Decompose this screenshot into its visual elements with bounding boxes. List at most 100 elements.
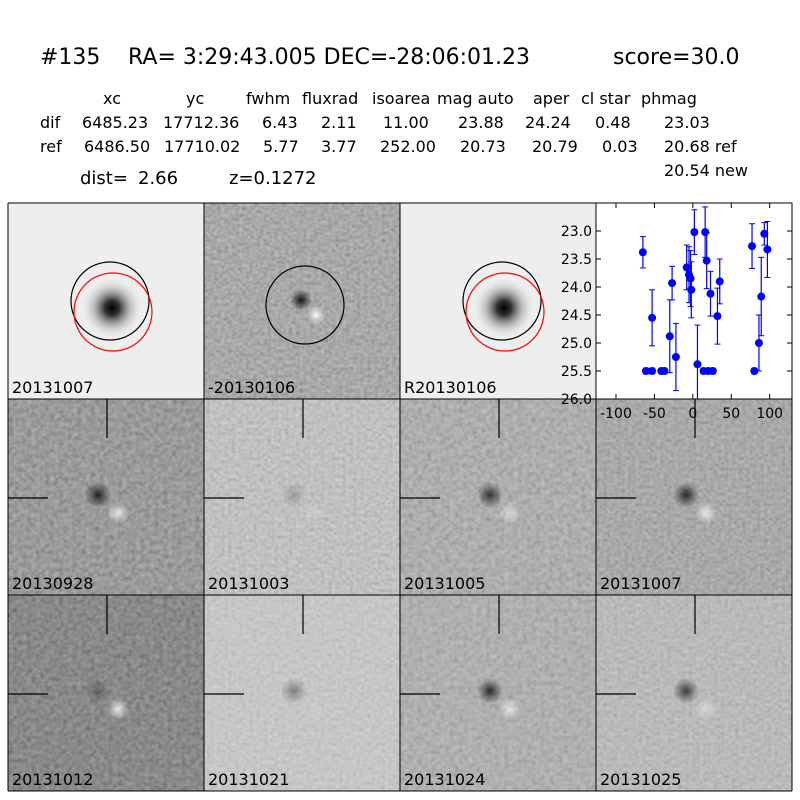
aperture-black bbox=[70, 261, 150, 341]
data-point bbox=[638, 248, 647, 257]
data-point bbox=[690, 228, 699, 237]
data-point bbox=[708, 367, 717, 375]
data-point bbox=[641, 367, 650, 375]
stamp bbox=[204, 399, 400, 595]
phmag-new: 20.54 new bbox=[664, 161, 748, 180]
table-cell: 23.03 bbox=[664, 113, 710, 132]
dark-blob bbox=[290, 289, 312, 311]
stamp-label: R20130106 bbox=[404, 378, 497, 397]
table-cell: 3.77 bbox=[321, 137, 357, 156]
column-header: yc bbox=[186, 89, 204, 108]
table-cell: 20.68 ref bbox=[664, 137, 737, 156]
stamp-label: 20130928 bbox=[12, 574, 93, 593]
data-point bbox=[665, 332, 674, 341]
data-point bbox=[706, 289, 715, 298]
table-cell: 0.03 bbox=[602, 137, 638, 156]
data-point bbox=[687, 285, 696, 294]
data-point bbox=[686, 274, 695, 283]
candidate-id: #135 bbox=[40, 45, 100, 70]
table-cell: 5.77 bbox=[263, 137, 299, 156]
dist-label: dist= bbox=[80, 168, 128, 189]
stamp-label: 20131007 bbox=[600, 574, 681, 593]
data-point bbox=[648, 313, 657, 322]
dark-blob bbox=[281, 482, 307, 508]
column-header: fluxrad bbox=[302, 89, 358, 108]
data-point bbox=[702, 256, 711, 265]
table-cell: 0.48 bbox=[595, 113, 631, 132]
stamp-label: -20130106 bbox=[208, 378, 295, 397]
stamp-label: 20131007 bbox=[12, 378, 93, 397]
dark-blob bbox=[477, 678, 503, 704]
column-header: mag auto bbox=[437, 89, 514, 108]
light-blob bbox=[303, 502, 325, 524]
light-blob bbox=[499, 502, 521, 524]
table-cell: 17710.02 bbox=[164, 137, 240, 156]
aperture-red bbox=[73, 272, 153, 352]
coordinates: RA= 3:29:43.005 DEC=-28:06:01.23 bbox=[128, 45, 530, 70]
dark-blob bbox=[673, 482, 699, 508]
source bbox=[82, 278, 142, 338]
data-point bbox=[648, 367, 657, 375]
y-tick-label: 23.5 bbox=[561, 252, 592, 268]
stamp-label: 20131024 bbox=[404, 770, 485, 789]
y-tick-label: 24.5 bbox=[561, 308, 592, 324]
stamp-label: 20131021 bbox=[208, 770, 289, 789]
stamp-label: 20131003 bbox=[208, 574, 289, 593]
table-cell: 11.00 bbox=[383, 113, 429, 132]
stamp bbox=[596, 595, 792, 791]
light-blob bbox=[107, 698, 129, 720]
data-point bbox=[757, 292, 766, 301]
data-point bbox=[701, 228, 710, 237]
data-point bbox=[660, 367, 669, 375]
column-header: phmag bbox=[641, 89, 697, 108]
dark-blob bbox=[85, 678, 111, 704]
data-point bbox=[715, 277, 724, 286]
table-cell: 6485.23 bbox=[82, 113, 148, 132]
light-blob bbox=[695, 502, 717, 524]
stamp-label: 20131005 bbox=[404, 574, 485, 593]
table-cell: 2.11 bbox=[321, 113, 357, 132]
column-header: xc bbox=[103, 89, 121, 108]
table-cell: 20.79 bbox=[532, 137, 578, 156]
data-point bbox=[763, 245, 772, 254]
data-point bbox=[668, 279, 677, 288]
stamp-label: 20131012 bbox=[12, 770, 93, 789]
x-tick-label: -100 bbox=[600, 406, 632, 422]
y-tick-label: 25.5 bbox=[561, 364, 592, 380]
light-blob bbox=[695, 698, 717, 720]
data-point bbox=[713, 312, 722, 321]
dark-blob bbox=[85, 482, 111, 508]
table-cell: 23.88 bbox=[458, 113, 504, 132]
data-point bbox=[748, 242, 757, 251]
stamp bbox=[204, 595, 400, 791]
row-label: ref bbox=[40, 137, 62, 156]
x-tick-label: 100 bbox=[756, 406, 783, 422]
dark-blob bbox=[281, 678, 307, 704]
stamp bbox=[8, 203, 204, 399]
table-cell: 252.00 bbox=[380, 137, 436, 156]
dist-value: 2.66 bbox=[138, 168, 178, 189]
score: score=30.0 bbox=[613, 45, 740, 70]
y-tick-label: 26.0 bbox=[561, 392, 592, 408]
stamp bbox=[204, 203, 400, 399]
aperture-red bbox=[465, 272, 545, 352]
redshift: z=0.1272 bbox=[229, 168, 317, 189]
x-tick-label: -50 bbox=[643, 406, 666, 422]
column-header: cl star bbox=[581, 89, 631, 108]
aperture-black bbox=[265, 265, 345, 345]
column-header: aper bbox=[533, 89, 570, 108]
data-point bbox=[671, 353, 680, 361]
light-blob bbox=[499, 698, 521, 720]
aperture-black bbox=[462, 261, 542, 341]
light-blob bbox=[107, 502, 129, 524]
y-tick-label: 24.0 bbox=[561, 280, 592, 296]
table-cell: 24.24 bbox=[525, 113, 571, 132]
dark-blob bbox=[477, 482, 503, 508]
light-blob bbox=[303, 698, 325, 720]
plot-marks bbox=[638, 206, 772, 399]
source bbox=[474, 278, 534, 338]
data-point bbox=[754, 339, 763, 347]
data-point bbox=[750, 367, 759, 375]
x-tick-label: 50 bbox=[722, 406, 740, 422]
